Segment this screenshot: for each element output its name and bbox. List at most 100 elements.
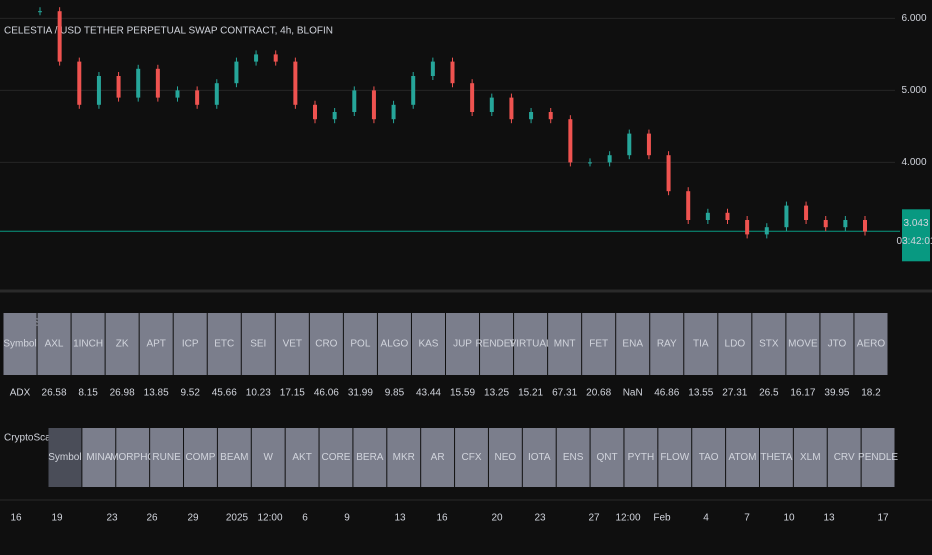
time-tick-label: 27 <box>588 513 600 524</box>
candle <box>175 90 180 98</box>
header-text: MORPHO <box>110 452 155 463</box>
row-text: 15.59 <box>450 388 475 399</box>
candle <box>588 162 592 164</box>
header-cell <box>488 428 522 487</box>
row-text: 31.99 <box>348 388 373 399</box>
header-cell <box>827 428 861 487</box>
candle <box>195 90 200 105</box>
header-text: CRO <box>315 339 337 350</box>
header-cell <box>275 313 309 375</box>
header-cell <box>590 428 624 487</box>
header-text: MOVE <box>788 339 818 350</box>
time-tick-label: 23 <box>534 513 546 524</box>
header-text: PENDLE <box>858 452 898 463</box>
header-cell <box>446 313 480 375</box>
time-tick-label: Feb <box>653 513 671 524</box>
header-text: FLOW <box>660 452 689 463</box>
candle <box>430 61 435 76</box>
time-tick-label: 9 <box>344 513 350 524</box>
header-cell <box>309 313 343 375</box>
header-text: QNT <box>596 452 617 463</box>
header-cell <box>616 313 650 375</box>
header-cell <box>343 313 377 375</box>
candle <box>764 227 769 235</box>
row-text: NaN <box>623 388 643 399</box>
candle <box>725 212 730 220</box>
header-cell <box>514 313 548 375</box>
header-text: Symbol <box>3 339 36 350</box>
header-text: KAS <box>418 339 438 350</box>
header-cell <box>150 428 184 487</box>
header-text: FET <box>589 339 608 350</box>
header-text: AR <box>431 452 445 463</box>
header-cell <box>37 313 71 375</box>
row-text: 8.15 <box>78 388 98 399</box>
candle <box>627 133 632 156</box>
candle <box>234 61 239 84</box>
candle <box>745 220 750 235</box>
row-text: 9.85 <box>385 388 405 399</box>
last-price-label: 3.043 <box>903 218 928 229</box>
header-text: VET <box>283 339 302 350</box>
candle <box>214 83 219 105</box>
time-tick-label: 19 <box>51 513 63 524</box>
candle <box>705 212 710 220</box>
candle <box>548 112 553 120</box>
header-text: ETC <box>214 339 234 350</box>
row-text: 45.66 <box>212 388 237 399</box>
row-text: 43.44 <box>416 388 441 399</box>
header-text: MINA <box>86 452 111 463</box>
candle <box>529 112 534 120</box>
time-tick-label: 13 <box>823 513 835 524</box>
header-cell <box>71 313 105 375</box>
header-cell <box>752 313 786 375</box>
row-text: 26.58 <box>42 388 67 399</box>
row-text: 15.21 <box>518 388 543 399</box>
header-text: TIA <box>693 339 709 350</box>
candle <box>666 155 671 192</box>
row-text: 39.95 <box>824 388 849 399</box>
header-cell <box>48 428 82 487</box>
header-text: ALGO <box>381 339 409 350</box>
header-text: ICP <box>182 339 199 350</box>
row-text: 20.68 <box>586 388 611 399</box>
indicator-label: CryptoScan v4 <box>4 433 70 444</box>
candle <box>823 220 828 228</box>
header-cell <box>387 428 421 487</box>
row-text: 9.52 <box>180 388 200 399</box>
header-cell <box>786 313 820 375</box>
candle <box>96 76 101 105</box>
candle <box>273 54 278 62</box>
indicator-label: CryptoScan v4 <box>4 318 70 329</box>
header-cell <box>82 428 116 487</box>
header-cell <box>793 428 827 487</box>
row-text: 13.55 <box>688 388 713 399</box>
header-cell <box>658 428 692 487</box>
header-cell <box>480 313 514 375</box>
time-tick-label: 12:00 <box>615 513 640 524</box>
candle <box>843 220 848 228</box>
header-cell <box>241 313 275 375</box>
header-cell <box>820 313 854 375</box>
header-text: SEI <box>250 339 266 350</box>
header-text: VIRTUAL <box>510 339 552 350</box>
candle <box>313 104 317 120</box>
header-text: CFX <box>462 452 482 463</box>
header-cell <box>522 428 556 487</box>
header-cell <box>548 313 582 375</box>
header-cell <box>116 428 150 487</box>
header-text: W <box>263 452 273 463</box>
header-text: ATOM <box>729 452 757 463</box>
header-text: MKR <box>393 452 415 463</box>
time-tick-label: 26 <box>146 513 158 524</box>
header-text: XLM <box>800 452 821 463</box>
header-text: Symbol <box>48 452 81 463</box>
header-text: CRV <box>834 452 855 463</box>
candle <box>804 205 809 220</box>
countdown: 03:42:01 <box>897 236 932 247</box>
candle <box>116 76 121 98</box>
row-text: ADX <box>10 388 31 399</box>
header-text: BERA <box>356 452 384 463</box>
row-text: 67.31 <box>552 388 577 399</box>
header-cell <box>105 313 139 375</box>
